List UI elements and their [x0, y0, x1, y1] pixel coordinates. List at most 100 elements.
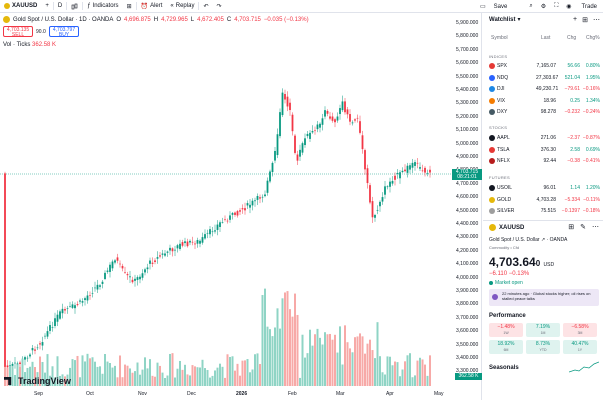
performance-cell[interactable]: 8.73% YTD	[526, 340, 560, 354]
layout-button[interactable]: ▭	[476, 0, 490, 13]
watchlist-symbol: NDQ	[497, 74, 509, 81]
volume-bar	[381, 372, 384, 386]
watchlist-row-aapl[interactable]: AAPL 271.06 −2.37 −0.87%	[483, 133, 603, 144]
more-icon[interactable]: ⋯	[592, 224, 599, 231]
more-icon[interactable]: ⋯	[593, 16, 600, 24]
candle-body	[424, 167, 426, 173]
watchlist-row-silver[interactable]: SILVER 75.515 −0.1397 −0.18%	[483, 206, 603, 217]
tradingview-logo-text: TradingView	[18, 376, 71, 386]
candle-body	[106, 270, 109, 272]
watchlist-last: 7,165.07	[536, 63, 556, 69]
watchlist-last: 98.278	[540, 109, 556, 115]
chart-pane[interactable]: Gold Spot / U.S. Dollar · 1D · OANDA O 4,…	[0, 13, 482, 400]
watchlist-row-tsla[interactable]: TSLA 376.30 2.58 0.69%	[483, 145, 603, 156]
candle-body	[239, 210, 241, 212]
redo-button[interactable]: ↷	[212, 0, 225, 13]
undo-button[interactable]: ↶	[199, 0, 212, 13]
candle-body	[41, 342, 44, 346]
col-symbol[interactable]: Symbol	[491, 35, 508, 41]
volume-bar	[146, 368, 149, 386]
settings-button[interactable]: ⚙	[537, 0, 550, 13]
interval-label: D	[57, 3, 63, 9]
performance-cell[interactable]: 40.47% 1Y	[563, 340, 597, 354]
col-chg-pct[interactable]: Chg%	[586, 35, 600, 41]
col-chg[interactable]: Chg	[567, 35, 577, 41]
candle-body	[401, 170, 404, 173]
section-indices[interactable]: INDICES	[489, 54, 508, 59]
interval-button[interactable]: D	[54, 0, 66, 13]
tsla-icon	[489, 146, 495, 153]
dji-icon	[489, 86, 495, 92]
candle-body	[46, 331, 49, 337]
candle-body	[291, 114, 294, 132]
buy-button[interactable]: 4,703.797 BUY	[49, 26, 79, 37]
performance-cell[interactable]: −1.48% 1W	[489, 323, 523, 337]
candle-body	[206, 232, 209, 234]
section-futures[interactable]: FUTURES	[489, 175, 510, 180]
external-link-icon[interactable]: ↗ ·	[540, 237, 550, 243]
volume-bar	[261, 295, 264, 386]
performance-cell[interactable]: 18.92% 6M	[489, 340, 523, 354]
price-chart[interactable]	[0, 13, 452, 389]
candle-body	[86, 295, 89, 301]
section-stocks[interactable]: STOCKS	[489, 125, 508, 130]
close-value: 4,703.715	[234, 16, 261, 23]
watchlist-row-gold[interactable]: GOLD 4,703.28 −5.334 −0.11%	[483, 195, 603, 206]
save-button[interactable]: Save	[490, 0, 526, 13]
candle-body	[309, 132, 311, 139]
news-card[interactable]: 22 minutes ago · Global stocks higher; o…	[489, 289, 599, 306]
price-scale[interactable]: 5,900.000 5,800.000 5,700.000 5,600.000 5,50…	[452, 13, 482, 400]
aapl-icon	[489, 135, 495, 141]
grid-icon[interactable]: ⊞	[568, 224, 575, 231]
symbol-search-button[interactable]: XAUUSD	[0, 0, 41, 13]
edit-icon[interactable]: ✎	[580, 224, 586, 231]
tradingview-logo[interactable]: TradingView	[4, 376, 71, 386]
candle-body	[89, 294, 91, 296]
candle-body	[151, 262, 154, 264]
add-symbol-icon[interactable]: +	[573, 16, 578, 23]
watchlist-row-usoil[interactable]: USOIL 96.01 1.14 1.20%	[483, 183, 603, 194]
snapshot-button[interactable]: ◉	[562, 0, 575, 13]
watchlist-row-vix[interactable]: VIX 18.96 0.25 1.34%	[483, 96, 603, 107]
watchlist-row-dji[interactable]: DJI 49,230.71 −79.61 −0.16%	[483, 84, 603, 95]
watchlist-row-nflx[interactable]: NFLX 92.44 −0.38 −0.41%	[483, 156, 603, 167]
fullscreen-button[interactable]: ⛶	[550, 0, 562, 13]
candle-body	[236, 211, 239, 216]
volume-bar	[116, 377, 119, 386]
compare-symbol-button[interactable]: +	[41, 0, 53, 13]
templates-button[interactable]: ⊞	[123, 0, 136, 13]
candle-body	[101, 281, 104, 284]
trade-button[interactable]: Trade	[576, 0, 603, 13]
watchlist-last: 18.96	[543, 97, 556, 104]
candles-type-button[interactable]	[67, 0, 82, 13]
chevron-down-icon[interactable]: ▾	[517, 17, 521, 23]
candle-body	[411, 162, 414, 168]
candle-body	[276, 134, 279, 156]
columns-icon[interactable]: ⊞	[582, 16, 588, 24]
volume-bar	[336, 352, 339, 386]
indicators-button[interactable]: ƒ Indicators	[83, 0, 122, 13]
watchlist-change: 2.58	[570, 146, 580, 153]
watchlist-row-spx[interactable]: SPX 7,165.07 56.66 0.80%	[483, 61, 603, 72]
candle-body	[404, 169, 406, 172]
candle-body	[104, 272, 106, 279]
watchlist-row-ndq[interactable]: NDQ 27,303.67 521.04 1.95%	[483, 73, 603, 84]
candle-body	[371, 201, 374, 218]
time-tick: May	[434, 391, 444, 397]
candle-body	[121, 265, 124, 269]
watchlist-row-dxy[interactable]: DXY 98.278 −0.232 −0.24%	[483, 107, 603, 118]
watchlist-title[interactable]: Watchlist	[489, 16, 516, 23]
quick-search-button[interactable]: ⌕	[525, 0, 536, 13]
seasonals-title[interactable]: Seasonals	[489, 365, 519, 371]
col-last[interactable]: Last	[541, 35, 551, 41]
watchlist-last: 27,303.67	[536, 74, 559, 81]
time-axis[interactable]: Sep Oct Nov Dec 2026 Feb Mar Apr May	[0, 389, 452, 400]
performance-cell[interactable]: 7.19% 1M	[526, 323, 560, 337]
alert-button[interactable]: ⏰ Alert	[137, 0, 167, 13]
replay-button[interactable]: « Replay	[166, 0, 198, 13]
details-symbol[interactable]: XAUUSD	[499, 224, 525, 231]
volume-bar	[36, 372, 39, 386]
sell-button[interactable]: 4,703.135 SELL	[3, 26, 33, 37]
volume-bar	[231, 356, 234, 386]
performance-cell[interactable]: −6.58% 3M	[563, 323, 597, 337]
